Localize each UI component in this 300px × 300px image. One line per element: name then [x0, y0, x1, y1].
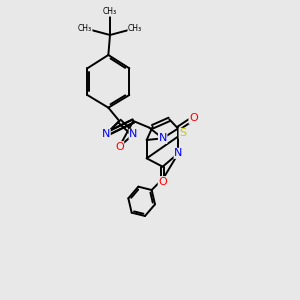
Text: N: N	[129, 129, 137, 139]
Text: S: S	[179, 128, 186, 138]
Text: N: N	[158, 133, 167, 143]
Text: N: N	[102, 129, 110, 139]
Text: O: O	[158, 177, 167, 187]
Text: CH₃: CH₃	[103, 7, 117, 16]
Text: N: N	[174, 148, 182, 158]
Text: CH₃: CH₃	[128, 24, 142, 33]
Text: CH₃: CH₃	[78, 24, 92, 33]
Text: O: O	[189, 113, 198, 123]
Text: O: O	[115, 142, 124, 152]
